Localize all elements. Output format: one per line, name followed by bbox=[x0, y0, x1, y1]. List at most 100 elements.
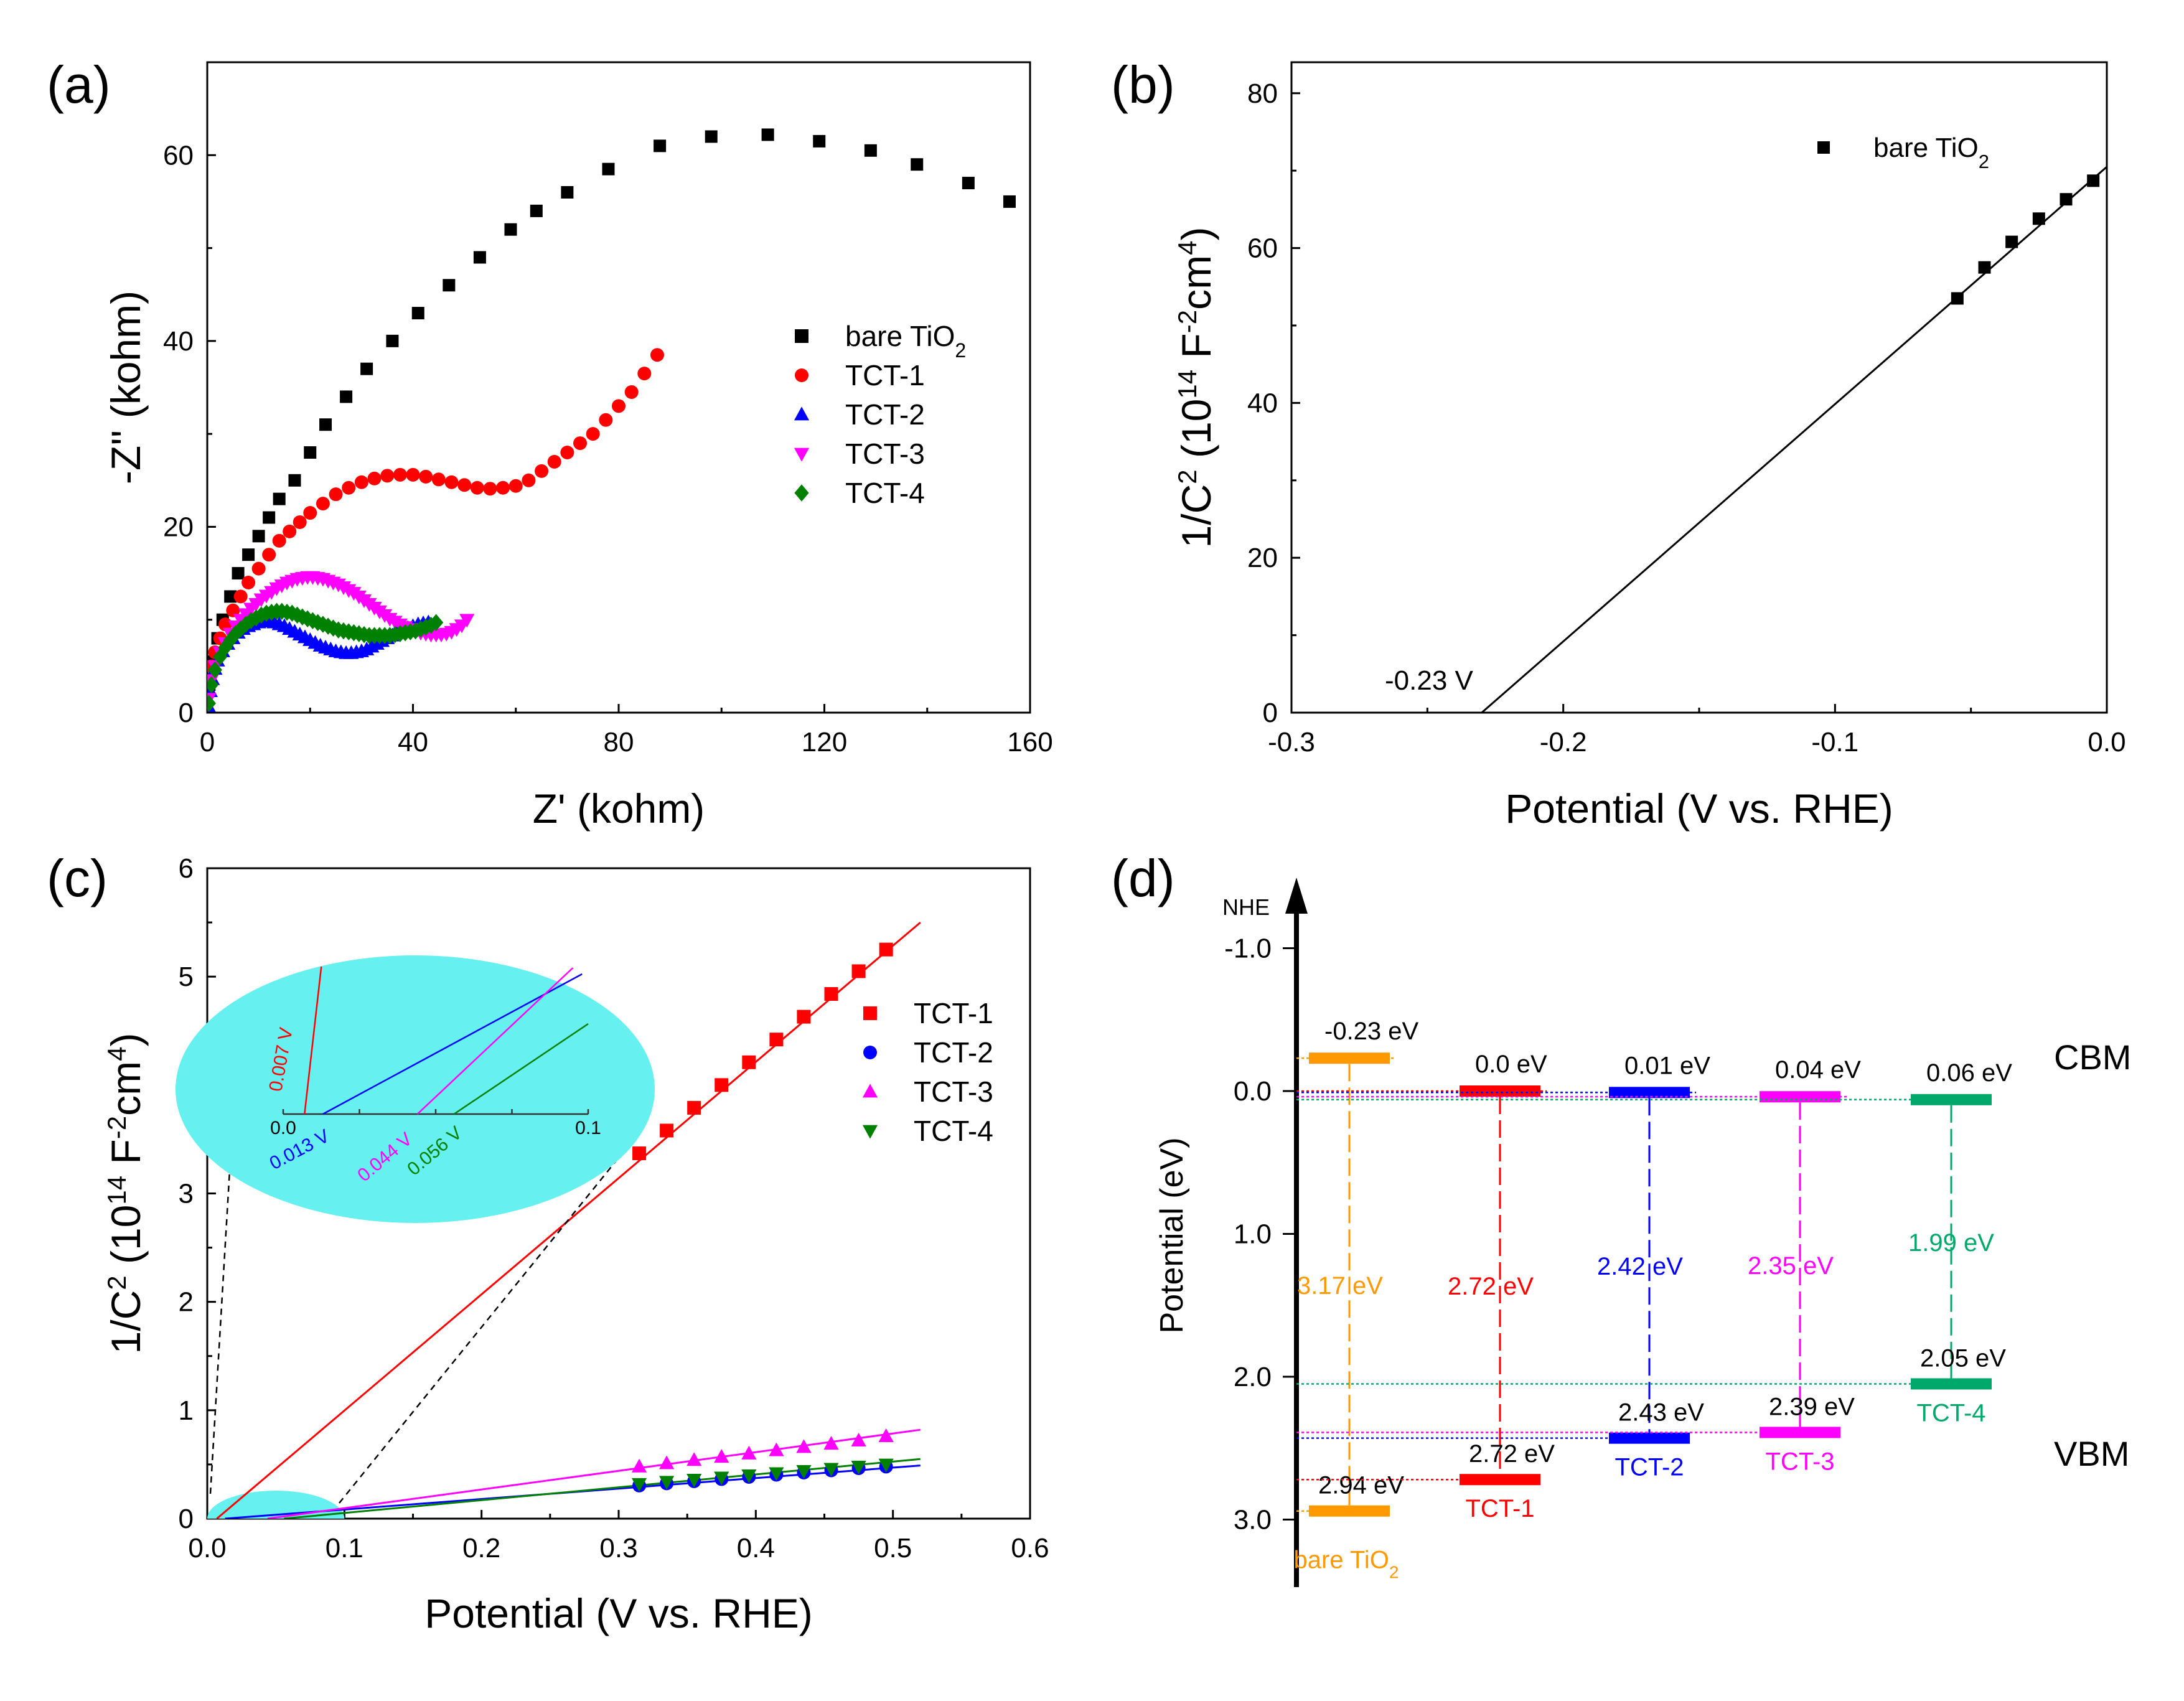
data-point bbox=[878, 1458, 894, 1473]
data-point bbox=[535, 464, 549, 478]
data-point bbox=[459, 614, 475, 628]
data-point bbox=[393, 467, 407, 482]
inset-fit-line-tct-3 bbox=[416, 967, 574, 1115]
data-point bbox=[741, 1469, 757, 1483]
data-point bbox=[509, 479, 523, 493]
x-axis-label: Potential (V vs. RHE) bbox=[1505, 785, 1893, 832]
data-point bbox=[232, 567, 245, 580]
inset-zoom: 0.0 0.10.007 V0.013 V 0.044 V0.056 V bbox=[176, 955, 655, 1504]
data-point bbox=[248, 609, 264, 627]
legend-marker bbox=[1817, 141, 1830, 154]
inset-ellipse bbox=[176, 955, 655, 1223]
data-point bbox=[504, 223, 517, 236]
data-point bbox=[354, 475, 368, 489]
y-label-part: 4 bbox=[102, 1047, 131, 1061]
legend-label: bare TiO2 bbox=[1873, 133, 1989, 172]
band-gap-label: 2.72 eV bbox=[1448, 1273, 1534, 1300]
y-tick-label: 2 bbox=[179, 1287, 194, 1318]
material-name-label: TCT-2 bbox=[1615, 1454, 1684, 1481]
data-point bbox=[457, 478, 472, 492]
y-label-part: 14 bbox=[1173, 370, 1202, 399]
data-point bbox=[962, 177, 975, 190]
data-point bbox=[659, 1455, 675, 1469]
y-tick-label: 2.0 bbox=[1234, 1362, 1272, 1392]
fit-line-tct-3 bbox=[267, 1428, 921, 1519]
data-point bbox=[741, 1445, 757, 1460]
data-point bbox=[911, 158, 924, 171]
data-point bbox=[1978, 261, 1991, 274]
y-axis-label: Potential (eV) bbox=[1154, 1137, 1190, 1333]
data-point bbox=[824, 987, 838, 1001]
conduction-band-bar bbox=[1609, 1087, 1690, 1099]
band-gap-label: 2.35 eV bbox=[1748, 1252, 1834, 1280]
panel-a-nyquist-plot: (a) 0 40 80 120 160 0 20 40 60 Z' (kohm) -Z'' (kohm… bbox=[47, 55, 1053, 832]
data-point bbox=[207, 661, 222, 679]
data-point bbox=[2060, 193, 2073, 206]
data-point bbox=[241, 576, 256, 589]
y-tick-label: 40 bbox=[1247, 388, 1278, 418]
valence-band-bar bbox=[1309, 1505, 1390, 1517]
cb-value-label: 0.01 eV bbox=[1624, 1052, 1710, 1079]
y-label-part: (10 bbox=[103, 1205, 149, 1276]
data-point bbox=[769, 1033, 784, 1047]
label-subscript: 2 bbox=[1389, 1562, 1399, 1582]
data-point bbox=[632, 1146, 647, 1161]
data-point bbox=[659, 1476, 675, 1490]
data-point bbox=[293, 515, 307, 529]
data-point bbox=[769, 1467, 784, 1481]
y-tick-label: 0 bbox=[1263, 698, 1278, 728]
legend-marker bbox=[863, 1046, 877, 1059]
label-main: bare TiO bbox=[1294, 1547, 1389, 1574]
conduction-band-bar bbox=[1460, 1085, 1540, 1097]
data-point bbox=[303, 506, 317, 520]
label-main: TCT-3 bbox=[1765, 1448, 1834, 1476]
data-point bbox=[252, 530, 265, 543]
data-point bbox=[573, 436, 588, 451]
y-axis-label: -Z'' (kohm) bbox=[103, 291, 149, 484]
data-point bbox=[560, 446, 574, 459]
label-main: bare TiO bbox=[845, 320, 955, 352]
material-name-label: TCT-1 bbox=[1465, 1495, 1534, 1522]
data-point bbox=[687, 1452, 702, 1466]
data-point bbox=[419, 469, 433, 484]
cb-value-label: -0.23 eV bbox=[1324, 1018, 1419, 1045]
band-tct-4: 0.06 eV 1.99 eV 2.05 eV TCT-4 bbox=[1296, 1059, 2012, 1427]
data-point bbox=[796, 1439, 812, 1453]
inset-fit-line-tct-1 bbox=[304, 966, 322, 1115]
data-point bbox=[797, 1010, 811, 1024]
data-point bbox=[380, 469, 395, 483]
data-point bbox=[272, 533, 286, 548]
data-point bbox=[879, 942, 893, 957]
data-point bbox=[522, 473, 536, 487]
data-point bbox=[796, 1465, 812, 1479]
legend-label: TCT-1 bbox=[914, 997, 993, 1029]
band-gap-label: 3.17 eV bbox=[1297, 1272, 1383, 1300]
data-point bbox=[687, 1100, 701, 1115]
y-tick-label: 5 bbox=[179, 962, 194, 992]
band-gap-label: 1.99 eV bbox=[1908, 1229, 1994, 1257]
x-tick-label: 0 bbox=[200, 727, 215, 757]
data-point bbox=[530, 204, 543, 217]
y-label-part: 1/C bbox=[1173, 484, 1219, 548]
data-point bbox=[224, 590, 237, 603]
y-label-part: cm bbox=[1173, 255, 1219, 310]
data-point bbox=[226, 603, 240, 617]
x-tick-label: 0.0 bbox=[2088, 727, 2125, 757]
data-point bbox=[851, 1432, 866, 1446]
data-point bbox=[823, 1436, 839, 1450]
legend-marker bbox=[862, 1084, 878, 1098]
legend-marker bbox=[794, 448, 810, 462]
inset-fit-line-tct-4 bbox=[453, 1023, 589, 1115]
legend-label: TCT-4 bbox=[845, 477, 925, 509]
y-label-part: 2 bbox=[102, 1275, 131, 1290]
y-tick-label: -1.0 bbox=[1224, 934, 1272, 964]
data-point bbox=[262, 548, 276, 562]
series-tct-1 bbox=[632, 942, 893, 1161]
data-point bbox=[561, 186, 574, 199]
label-main: TCT-3 bbox=[845, 438, 925, 470]
data-point bbox=[2087, 174, 2100, 187]
conduction-band-bar bbox=[1760, 1091, 1840, 1103]
vb-value-label: 2.72 eV bbox=[1469, 1440, 1555, 1468]
data-point bbox=[637, 367, 652, 381]
